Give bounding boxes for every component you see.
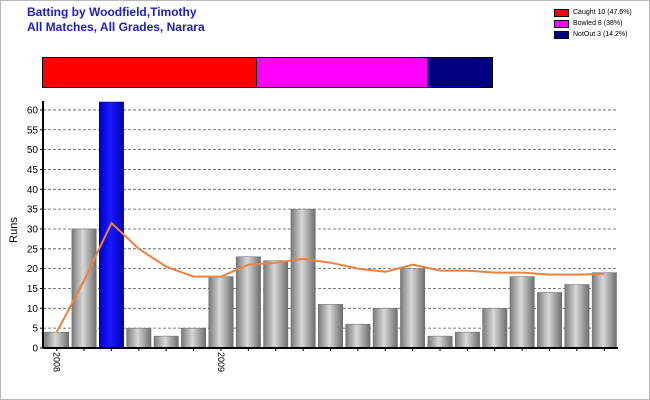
dismissal-stacked-bar xyxy=(42,57,493,88)
y-tick-label: 5 xyxy=(32,324,38,335)
chart-title: Batting by Woodfield,Timothy All Matches… xyxy=(27,5,205,35)
bar xyxy=(263,260,289,349)
y-tick-label: 55 xyxy=(27,125,39,136)
legend-label-notout: NotOut 3 (14.2%) xyxy=(573,31,628,38)
trend-line xyxy=(55,221,605,333)
bar xyxy=(153,335,179,349)
legend-swatch-notout xyxy=(554,30,569,39)
stack-segment-caught xyxy=(43,58,256,87)
stack-segment-bowled xyxy=(255,58,428,87)
bar xyxy=(509,276,535,349)
stack-segment-notout xyxy=(427,58,492,87)
bar xyxy=(372,308,398,349)
bar xyxy=(126,327,152,349)
y-tick-label: 50 xyxy=(27,145,39,156)
x-tick-label: 2009 xyxy=(216,352,226,372)
y-axis-label: Runs xyxy=(8,217,20,243)
y-tick-label: 0 xyxy=(32,344,38,355)
y-tick-label: 45 xyxy=(27,165,39,176)
legend-swatch-caught xyxy=(554,8,569,17)
y-tick-label: 40 xyxy=(27,185,39,196)
y-tick-label: 15 xyxy=(27,284,39,295)
bar xyxy=(44,331,70,349)
x-tick-label: 2008 xyxy=(52,352,62,372)
title-line-1: Batting by Woodfield,Timothy xyxy=(27,5,197,19)
legend-item-caught: Caught 10 (47.6%) xyxy=(554,7,632,18)
bars xyxy=(44,101,617,349)
title-line-2: All Matches, All Grades, Narara xyxy=(27,20,205,34)
legend: Caught 10 (47.6%) Bowled 8 (38%) NotOut … xyxy=(554,7,632,40)
bar xyxy=(345,323,371,349)
y-tick-label: 60 xyxy=(27,105,39,116)
y-tick-label: 25 xyxy=(27,244,39,255)
axes: 0 5 10 15 20 25 30 35 40 45 50 55 60 2008 2009 xyxy=(27,101,618,372)
y-tick-label: 20 xyxy=(27,264,39,275)
bar xyxy=(235,256,261,349)
y-tick-label: 35 xyxy=(27,205,39,216)
bar xyxy=(564,284,590,349)
y-tick-label: 30 xyxy=(27,224,39,235)
bar xyxy=(181,327,207,349)
bar xyxy=(290,208,316,349)
bar xyxy=(400,268,426,349)
bar xyxy=(427,335,453,349)
bar xyxy=(71,228,97,349)
bar xyxy=(318,304,343,349)
legend-label-bowled: Bowled 8 (38%) xyxy=(573,20,623,27)
legend-item-notout: NotOut 3 (14.2%) xyxy=(554,29,632,40)
y-tick-label: 10 xyxy=(27,304,39,315)
legend-label-caught: Caught 10 (47.6%) xyxy=(573,9,632,16)
bar xyxy=(208,276,234,349)
legend-item-bowled: Bowled 8 (38%) xyxy=(554,18,632,29)
average-line xyxy=(55,221,605,333)
bar xyxy=(591,272,617,349)
bar xyxy=(482,308,508,349)
legend-swatch-bowled xyxy=(554,19,569,28)
bar xyxy=(537,292,562,349)
bar xyxy=(454,331,480,349)
